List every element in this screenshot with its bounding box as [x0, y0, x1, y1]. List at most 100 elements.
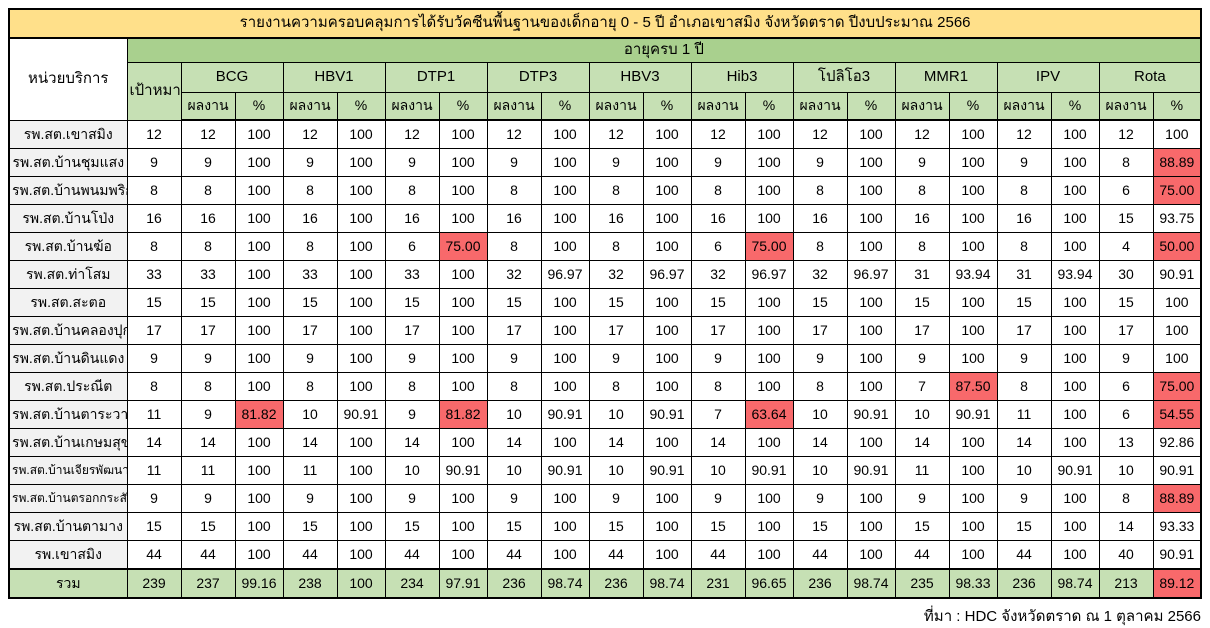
percent-cell: 100 — [336, 148, 386, 177]
percent-cell: 100 — [948, 232, 998, 261]
percent-cell: 100 — [1152, 119, 1202, 149]
percent-cell: 93.94 — [948, 260, 998, 289]
percent-cell-low: 87.50 — [948, 372, 998, 401]
vaccine-header-10: Rota — [1098, 62, 1202, 93]
percent-cell: 93.33 — [1152, 512, 1202, 541]
percent-cell: 100 — [540, 176, 590, 205]
percent-subheader: % — [1152, 92, 1202, 121]
result-cell: 15 — [282, 288, 338, 317]
result-subheader: ผลงาน — [792, 92, 848, 121]
result-cell: 9 — [792, 148, 848, 177]
percent-cell: 100 — [642, 512, 692, 541]
result-cell: 32 — [486, 260, 542, 289]
result-cell: 235 — [894, 568, 950, 599]
percent-cell: 100 — [1050, 119, 1100, 149]
percent-cell: 100 — [846, 484, 896, 513]
target-cell: 11 — [126, 456, 182, 485]
percent-cell: 100 — [642, 372, 692, 401]
target-cell: 9 — [126, 484, 182, 513]
percent-cell: 100 — [234, 204, 284, 233]
percent-cell: 100 — [540, 484, 590, 513]
result-cell: 33 — [384, 260, 440, 289]
result-cell: 15 — [486, 512, 542, 541]
vaccine-header-4: DTP3 — [486, 62, 590, 93]
percent-cell: 100 — [234, 176, 284, 205]
result-cell: 9 — [996, 344, 1052, 373]
percent-cell: 100 — [234, 316, 284, 345]
result-cell: 44 — [996, 540, 1052, 570]
result-cell: 13 — [1098, 428, 1154, 457]
percent-cell: 100 — [846, 372, 896, 401]
percent-cell: 100 — [336, 344, 386, 373]
result-cell: 11 — [996, 400, 1052, 429]
percent-cell: 100 — [1152, 344, 1202, 373]
percent-cell: 100 — [642, 540, 692, 570]
result-cell: 12 — [894, 119, 950, 149]
percent-cell: 90.91 — [540, 400, 590, 429]
result-cell: 8 — [486, 372, 542, 401]
percent-cell: 100 — [846, 148, 896, 177]
result-cell: 9 — [384, 148, 440, 177]
percent-cell: 100 — [1050, 372, 1100, 401]
percent-subheader: % — [744, 92, 794, 121]
percent-cell: 100 — [846, 119, 896, 149]
result-cell: 7 — [894, 372, 950, 401]
percent-cell: 100 — [1050, 400, 1100, 429]
percent-cell: 90.91 — [1152, 540, 1202, 570]
percent-cell: 93.94 — [1050, 260, 1100, 289]
target-cell: 17 — [126, 316, 182, 345]
percent-cell: 100 — [642, 148, 692, 177]
result-cell: 15 — [588, 288, 644, 317]
result-cell: 10 — [894, 400, 950, 429]
percent-subheader: % — [1050, 92, 1100, 121]
percent-cell: 100 — [336, 512, 386, 541]
table-row: รพ.สต.บ้านตามาง 15 15 100 15 100 15 100 15 100 15 1… — [8, 512, 1202, 541]
percent-cell: 100 — [438, 316, 488, 345]
percent-cell: 100 — [1050, 232, 1100, 261]
result-cell: 12 — [588, 119, 644, 149]
percent-cell: 100 — [540, 372, 590, 401]
result-cell: 17 — [180, 316, 236, 345]
percent-cell: 100 — [744, 288, 794, 317]
percent-cell-low: 75.00 — [1152, 176, 1202, 205]
result-cell: 10 — [588, 400, 644, 429]
percent-cell: 100 — [642, 484, 692, 513]
result-cell: 14 — [282, 428, 338, 457]
result-cell: 16 — [384, 204, 440, 233]
table-row: รพ.สต.บ้านพนมพริก 8 8 100 8 100 8 100 8 100 8 100 8 1… — [8, 176, 1202, 205]
result-cell: 8 — [894, 176, 950, 205]
percent-cell: 100 — [234, 119, 284, 149]
percent-cell: 100 — [336, 568, 386, 599]
result-cell: 6 — [1098, 400, 1154, 429]
result-subheader: ผลงาน — [690, 92, 746, 121]
total-label-cell: รวม — [8, 568, 128, 599]
percent-cell: 100 — [336, 119, 386, 149]
percent-cell: 98.74 — [540, 568, 590, 599]
percent-cell: 100 — [336, 372, 386, 401]
percent-cell: 100 — [846, 344, 896, 373]
percent-cell: 100 — [1050, 484, 1100, 513]
result-cell: 8 — [690, 176, 746, 205]
result-cell: 8 — [180, 372, 236, 401]
result-cell: 31 — [996, 260, 1052, 289]
percent-cell: 100 — [540, 232, 590, 261]
result-cell: 10 — [486, 456, 542, 485]
result-cell: 15 — [1098, 204, 1154, 233]
percent-subheader: % — [948, 92, 998, 121]
source-note: ที่มา : HDC จังหวัดตราด ณ 1 ตุลาคม 2566 — [923, 608, 1201, 625]
percent-cell: 100 — [744, 148, 794, 177]
percent-cell: 99.16 — [234, 568, 284, 599]
percent-cell: 100 — [438, 512, 488, 541]
percent-cell: 100 — [744, 428, 794, 457]
result-cell: 15 — [996, 288, 1052, 317]
result-cell: 10 — [792, 400, 848, 429]
result-cell: 14 — [894, 428, 950, 457]
result-cell: 33 — [282, 260, 338, 289]
percent-cell: 100 — [438, 119, 488, 149]
result-cell: 9 — [180, 400, 236, 429]
percent-cell: 96.97 — [642, 260, 692, 289]
percent-cell: 100 — [234, 540, 284, 570]
facility-name-cell: รพ.สต.เขาสมิง — [8, 119, 128, 149]
result-cell: 33 — [180, 260, 236, 289]
percent-subheader: % — [540, 92, 590, 121]
